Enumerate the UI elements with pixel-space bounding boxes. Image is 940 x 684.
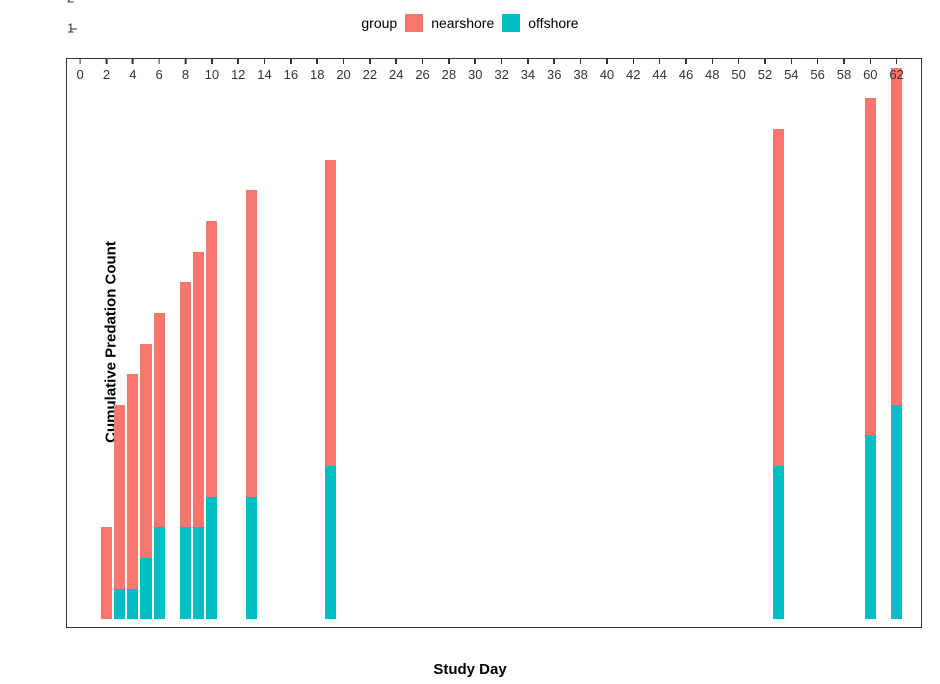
bar-seg-nearshore — [325, 160, 336, 466]
x-tick: 20 — [336, 59, 350, 82]
legend: group nearshore offshore — [0, 14, 940, 32]
bar-day-60 — [865, 98, 876, 619]
x-tick: 12 — [231, 59, 245, 82]
bar-seg-offshore — [193, 527, 204, 619]
bar-day-13 — [246, 190, 257, 619]
x-tick: 30 — [468, 59, 482, 82]
bar-seg-nearshore — [206, 221, 217, 497]
bar-seg-nearshore — [101, 527, 112, 619]
x-tick: 8 — [182, 59, 189, 82]
bar-day-3 — [114, 405, 125, 620]
x-tick: 54 — [784, 59, 798, 82]
x-tick: 62 — [889, 59, 903, 82]
legend-swatch-offshore — [502, 14, 520, 32]
bar-seg-offshore — [127, 589, 138, 620]
bar-day-8 — [180, 282, 191, 619]
x-tick: 24 — [389, 59, 403, 82]
bar-seg-nearshore — [140, 344, 151, 559]
x-tick: 32 — [494, 59, 508, 82]
x-tick: 50 — [731, 59, 745, 82]
bar-seg-nearshore — [114, 405, 125, 589]
bar-seg-nearshore — [180, 282, 191, 527]
chart-container: group nearshore offshore Cumulative Pred… — [0, 0, 940, 684]
bar-seg-nearshore — [865, 98, 876, 435]
x-tick: 4 — [129, 59, 136, 82]
x-tick: 6 — [156, 59, 163, 82]
bar-seg-nearshore — [127, 374, 138, 589]
x-tick: 42 — [626, 59, 640, 82]
x-tick: 40 — [600, 59, 614, 82]
x-axis-label: Study Day — [0, 661, 940, 678]
bar-day-10 — [206, 221, 217, 619]
bar-seg-offshore — [114, 589, 125, 620]
bar-seg-offshore — [773, 466, 784, 619]
y-tick: 1 — [67, 21, 75, 36]
bar-seg-offshore — [140, 558, 151, 619]
x-tick: 26 — [415, 59, 429, 82]
x-tick: 34 — [521, 59, 535, 82]
bar-seg-nearshore — [154, 313, 165, 528]
plot-area: 123456789101112131415161718 024681012141… — [66, 58, 922, 628]
x-tick: 28 — [442, 59, 456, 82]
legend-label-nearshore: nearshore — [431, 15, 494, 31]
x-tick: 18 — [310, 59, 324, 82]
x-tick: 2 — [103, 59, 110, 82]
bar-seg-offshore — [246, 497, 257, 620]
bar-seg-nearshore — [193, 252, 204, 528]
x-tick: 14 — [257, 59, 271, 82]
bar-day-19 — [325, 160, 336, 620]
bar-day-9 — [193, 252, 204, 620]
bar-seg-offshore — [891, 405, 902, 620]
bar-seg-nearshore — [246, 190, 257, 496]
y-tick: 2 — [67, 0, 75, 5]
legend-label-offshore: offshore — [528, 15, 578, 31]
x-tick: 46 — [679, 59, 693, 82]
x-tick: 56 — [810, 59, 824, 82]
bar-seg-offshore — [865, 435, 876, 619]
x-tick: 60 — [863, 59, 877, 82]
x-tick: 44 — [652, 59, 666, 82]
bar-seg-nearshore — [773, 129, 784, 466]
legend-swatch-nearshore — [405, 14, 423, 32]
x-tick: 16 — [284, 59, 298, 82]
bar-seg-offshore — [325, 466, 336, 619]
legend-title: group — [361, 15, 397, 31]
bar-day-5 — [140, 344, 151, 620]
bar-day-62 — [891, 68, 902, 620]
x-tick: 52 — [758, 59, 772, 82]
bar-day-53 — [773, 129, 784, 619]
bar-seg-offshore — [154, 527, 165, 619]
bar-seg-nearshore — [891, 68, 902, 405]
bar-day-4 — [127, 374, 138, 619]
x-tick: 22 — [363, 59, 377, 82]
x-tick: 0 — [77, 59, 84, 82]
x-tick: 10 — [205, 59, 219, 82]
bar-seg-offshore — [180, 527, 191, 619]
x-tick: 36 — [547, 59, 561, 82]
x-tick: 38 — [573, 59, 587, 82]
x-tick: 48 — [705, 59, 719, 82]
x-tick: 58 — [837, 59, 851, 82]
bar-day-2 — [101, 527, 112, 619]
bar-day-6 — [154, 313, 165, 619]
bar-seg-offshore — [206, 497, 217, 620]
bars-layer — [67, 59, 921, 627]
